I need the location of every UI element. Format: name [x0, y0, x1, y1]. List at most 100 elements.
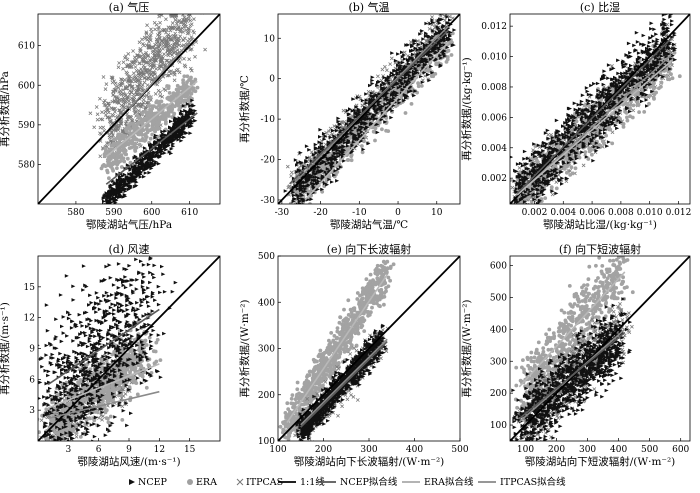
point: [158, 20, 162, 25]
point: [152, 152, 157, 156]
point: [100, 110, 104, 115]
point: [305, 155, 310, 160]
point: [286, 185, 291, 190]
point: [447, 37, 452, 41]
point: [134, 75, 139, 80]
y-axis-label: 再分析数据/hPa: [0, 71, 11, 147]
point: [134, 57, 139, 62]
x-tick-label: -20: [313, 208, 328, 218]
point: [182, 74, 187, 79]
point: [412, 41, 417, 46]
point: [171, 8, 174, 11]
point: [289, 174, 293, 178]
point: [95, 117, 100, 122]
point: [315, 187, 320, 192]
point: [319, 147, 324, 151]
point: [416, 84, 421, 89]
point: [327, 174, 332, 179]
point: [179, 9, 182, 12]
point: [301, 199, 306, 203]
point: [124, 176, 129, 180]
point: [296, 161, 301, 165]
point: [172, 78, 177, 83]
point: [351, 140, 356, 144]
point: [165, 139, 169, 143]
point: [422, 62, 427, 67]
point: [148, 136, 153, 141]
point: [193, 118, 198, 123]
point: [439, 39, 444, 43]
point: [108, 196, 113, 201]
point: [131, 97, 135, 101]
point: [397, 60, 402, 65]
point: [415, 48, 420, 52]
point: [340, 138, 345, 143]
point: [402, 50, 407, 55]
point: [152, 20, 157, 25]
point: [115, 116, 119, 120]
point: [409, 102, 414, 106]
point: [353, 134, 358, 138]
point: [127, 178, 132, 183]
point: [396, 52, 401, 56]
plot-area: [278, 14, 460, 217]
point: [139, 67, 143, 71]
point: [119, 77, 123, 82]
y-tick-label: 10: [264, 34, 276, 44]
panel-3: 0.002 0.004 0.006 0.008 0.010 0.0120.0020.004…: [460, 1, 691, 231]
point: [172, 118, 177, 122]
point: [383, 120, 388, 124]
point: [308, 202, 312, 204]
point: [192, 0, 195, 2]
point: [312, 169, 317, 173]
point: [166, 53, 171, 58]
point: [141, 59, 146, 64]
point: [161, 46, 165, 51]
point: [411, 69, 416, 74]
point: [373, 97, 378, 102]
point: [427, 67, 432, 72]
point: [348, 107, 352, 111]
point: [402, 53, 407, 57]
point: [128, 168, 133, 172]
point: [298, 208, 302, 212]
point: [125, 94, 130, 99]
point: [434, 61, 439, 65]
point: [140, 37, 144, 42]
point: [392, 96, 397, 100]
point: [107, 176, 111, 181]
point: [136, 115, 141, 120]
point: [121, 146, 126, 150]
point: [195, 85, 200, 90]
point: [124, 183, 129, 188]
point: [383, 97, 388, 101]
point: [369, 121, 374, 126]
point: [133, 184, 138, 189]
point: [336, 146, 340, 151]
fit-line: [289, 29, 449, 185]
point: [380, 67, 385, 72]
point: [148, 128, 153, 133]
point: [185, 74, 190, 79]
point: [389, 97, 394, 101]
point: [158, 144, 163, 149]
point: [163, 145, 168, 149]
point: [136, 169, 141, 174]
point: [131, 164, 136, 169]
point: [121, 108, 126, 112]
point: [332, 151, 337, 156]
point: [157, 36, 162, 41]
point: [293, 213, 297, 217]
point: [383, 114, 388, 118]
point: [387, 81, 392, 85]
point: [303, 205, 307, 209]
point: [336, 119, 341, 124]
fit-line: [304, 41, 449, 201]
point: [173, 116, 178, 120]
point: [129, 84, 134, 89]
point: [374, 93, 379, 97]
point: [290, 205, 294, 209]
point: [388, 62, 393, 66]
point: [318, 135, 322, 139]
point: [175, 133, 180, 138]
